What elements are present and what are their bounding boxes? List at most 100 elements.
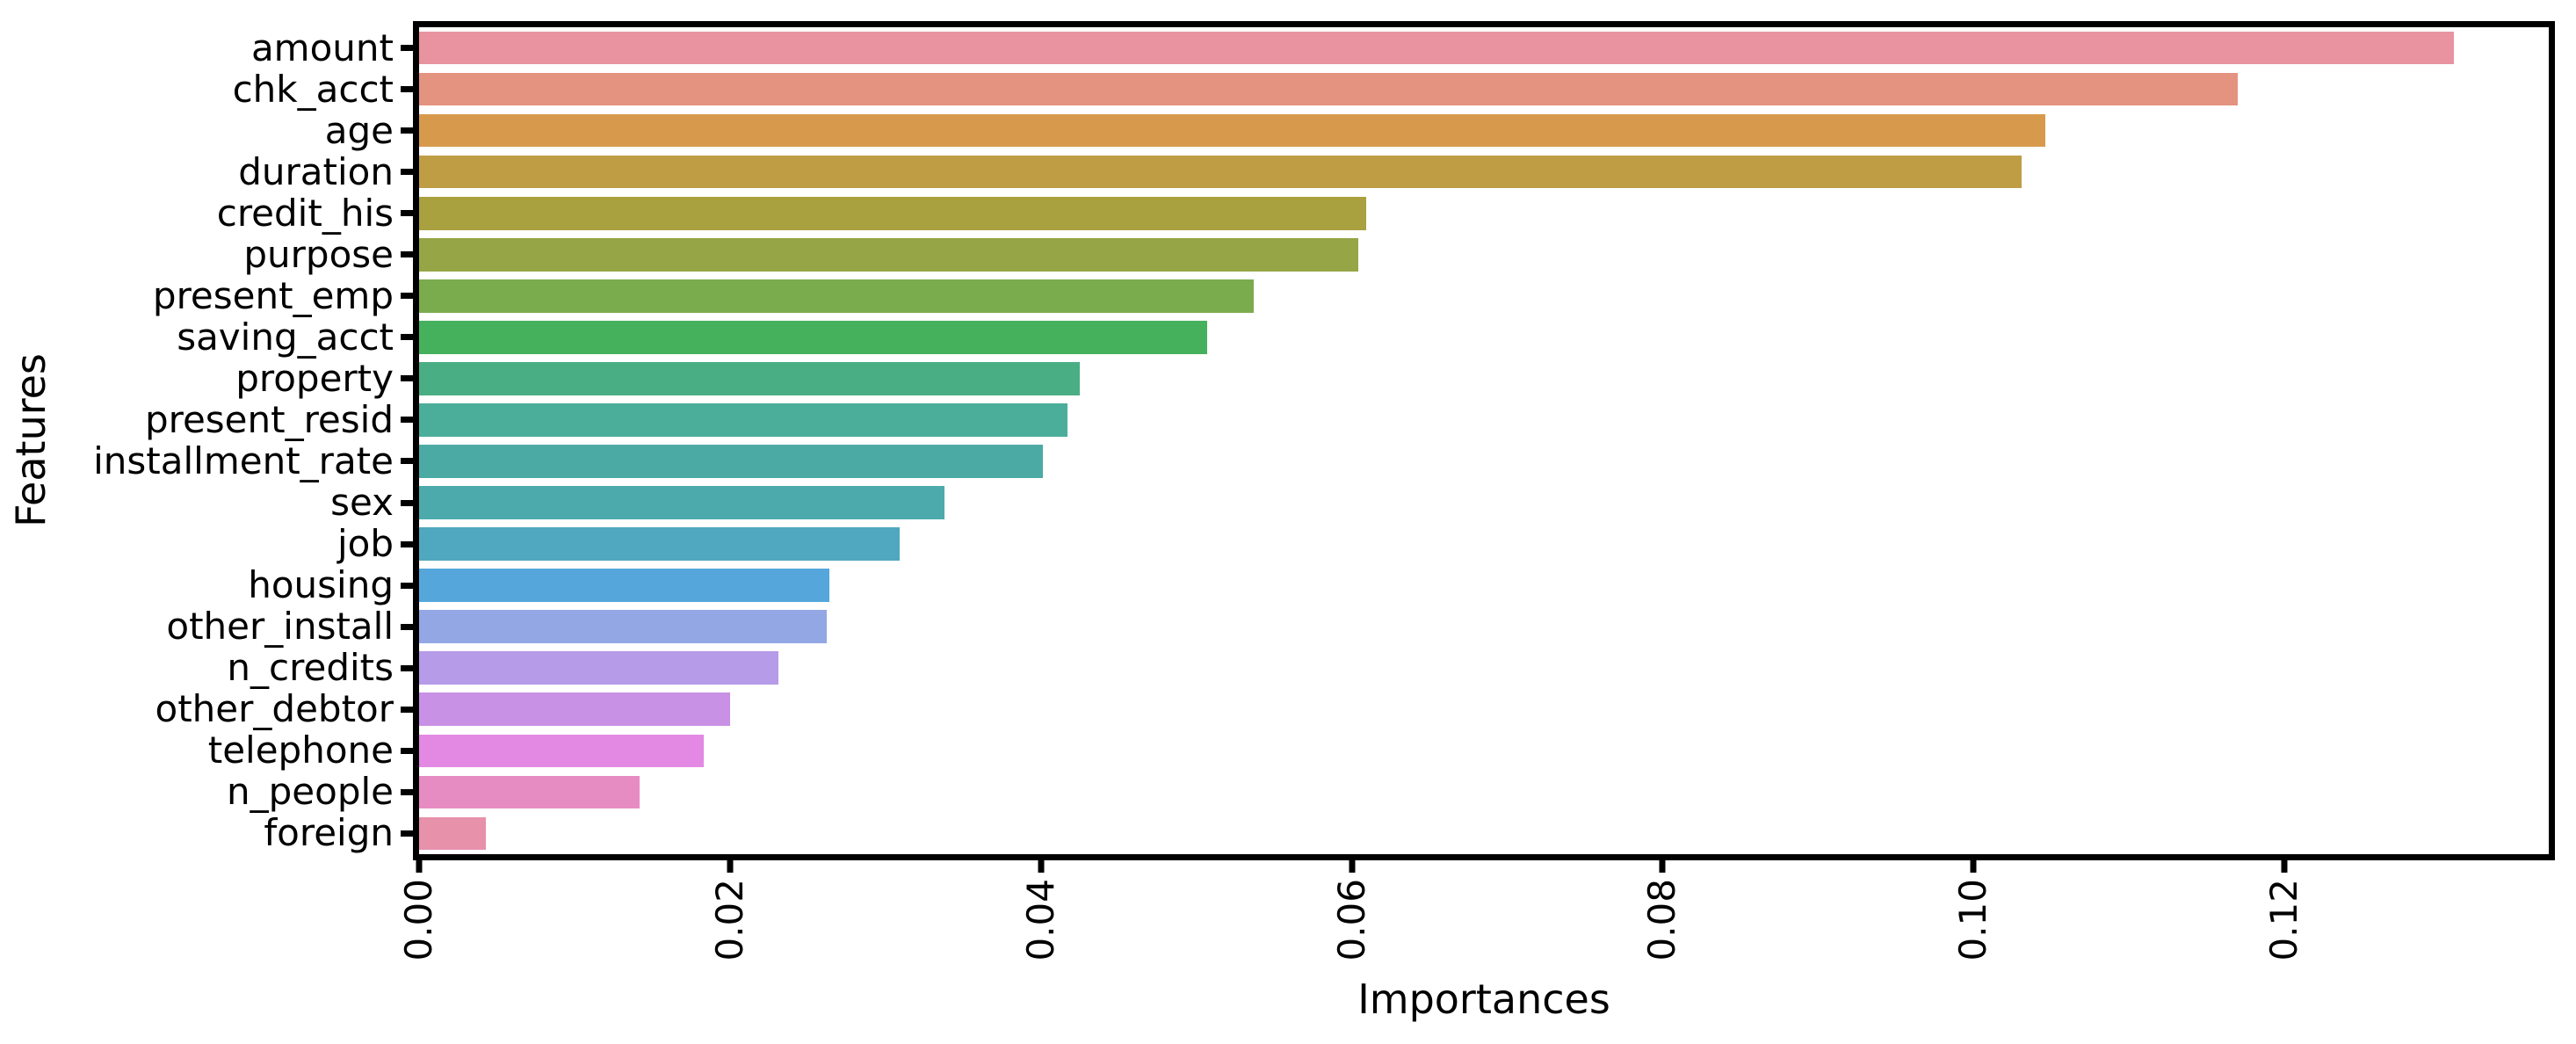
y-tick-row: n_credits (0, 648, 413, 689)
x-tick-mark (1659, 860, 1666, 873)
y-tick-row: present_resid (0, 399, 413, 440)
y-tick-label: job (336, 522, 394, 566)
bar-row (419, 648, 2549, 689)
bar-other_install (419, 610, 827, 643)
bar-foreign (419, 816, 487, 851)
y-tick-mark (401, 86, 413, 93)
y-tick-mark (401, 540, 413, 547)
bar-row (419, 524, 2549, 565)
y-tick-row: age (0, 110, 413, 151)
y-tick-label: credit_his (216, 191, 394, 235)
bar-row (419, 399, 2549, 440)
bar-row (419, 192, 2549, 234)
bar-saving_acct (419, 321, 1208, 354)
bar-amount (419, 31, 2455, 65)
x-tick-label: 0.02 (707, 879, 751, 961)
bar-row (419, 772, 2549, 813)
y-tick-row: chk_acct (0, 69, 413, 110)
y-tick-row: present_emp (0, 275, 413, 316)
bar-row (419, 813, 2549, 854)
bar-present_emp (419, 279, 1255, 313)
y-tick-mark (401, 210, 413, 217)
y-tick-mark (401, 45, 413, 52)
y-tick-row: credit_his (0, 192, 413, 234)
plot-area (413, 21, 2555, 860)
y-tick-label: property (235, 356, 394, 400)
y-tick-row: telephone (0, 730, 413, 772)
bar-row (419, 689, 2549, 730)
bar-row (419, 69, 2549, 110)
bar-row (419, 110, 2549, 151)
y-tick-row: job (0, 524, 413, 565)
bar-row (419, 27, 2549, 69)
bar-sex (419, 486, 945, 519)
y-tick-mark (401, 706, 413, 713)
x-tick-label: 0.08 (1640, 879, 1684, 961)
bar-row (419, 316, 2549, 358)
y-tick-label: sex (330, 481, 394, 525)
y-tick-row: purpose (0, 234, 413, 275)
x-tick-label: 0.04 (1018, 879, 1062, 961)
y-tick-row: foreign (0, 813, 413, 854)
x-tick-mark (727, 860, 734, 873)
bar-row (419, 358, 2549, 399)
x-tick-mark (1349, 860, 1356, 873)
y-tick-mark (401, 499, 413, 506)
y-tick-mark (401, 788, 413, 795)
y-tick-label: n_people (227, 770, 394, 814)
y-tick-mark (401, 251, 413, 258)
bar-housing (419, 569, 830, 602)
bar-telephone (419, 734, 704, 768)
bar-n_credits (419, 651, 778, 685)
y-tick-label: foreign (264, 811, 394, 855)
y-tick-mark (401, 623, 413, 630)
x-axis-label: Importances (1357, 975, 1610, 1023)
x-tick-mark (2281, 860, 2288, 873)
y-tick-row: amount (0, 27, 413, 69)
y-tick-label: age (324, 108, 394, 152)
y-tick-row: sex (0, 482, 413, 524)
bar-installment_rate (419, 445, 1043, 478)
bars-container (419, 27, 2549, 854)
bar-row (419, 482, 2549, 524)
y-tick-row: other_install (0, 606, 413, 648)
y-tick-label: duration (238, 149, 394, 193)
bar-row (419, 565, 2549, 606)
bar-present_resid (419, 403, 1067, 437)
y-tick-mark (401, 747, 413, 754)
bar-purpose (419, 237, 1358, 272)
y-tick-mark (401, 293, 413, 300)
bar-duration (419, 155, 2022, 189)
y-tick-label: other_install (166, 605, 394, 649)
y-tick-label: amount (250, 25, 394, 69)
y-tick-mark (401, 375, 413, 382)
x-tick-label: 0.00 (396, 879, 440, 961)
bar-credit_his (419, 196, 1366, 230)
y-tick-label: other_debtor (155, 687, 394, 731)
bar-row (419, 440, 2549, 482)
bar-row (419, 275, 2549, 316)
y-tick-mark (401, 334, 413, 341)
bar-row (419, 606, 2549, 648)
y-tick-row: property (0, 358, 413, 399)
y-tick-mark (401, 169, 413, 176)
y-axis: amount chk_acct age duration credit_his purpo… (0, 27, 413, 854)
y-tick-row: other_debtor (0, 689, 413, 730)
bar-other_debtor (419, 692, 730, 727)
x-tick-label: 0.10 (1951, 879, 1995, 961)
y-tick-row: duration (0, 151, 413, 192)
y-tick-label: saving_acct (177, 315, 394, 359)
y-tick-label: chk_acct (232, 67, 394, 111)
bar-row (419, 730, 2549, 772)
x-axis-ticks (416, 860, 2549, 873)
bar-age (419, 113, 2045, 148)
y-tick-mark (401, 127, 413, 134)
x-tick-mark (1038, 860, 1045, 873)
bar-row (419, 151, 2549, 192)
y-tick-label: present_resid (144, 397, 394, 441)
y-tick-mark (401, 664, 413, 671)
x-tick-label: 0.12 (2262, 879, 2306, 961)
y-tick-row: saving_acct (0, 316, 413, 358)
y-tick-row: housing (0, 565, 413, 606)
